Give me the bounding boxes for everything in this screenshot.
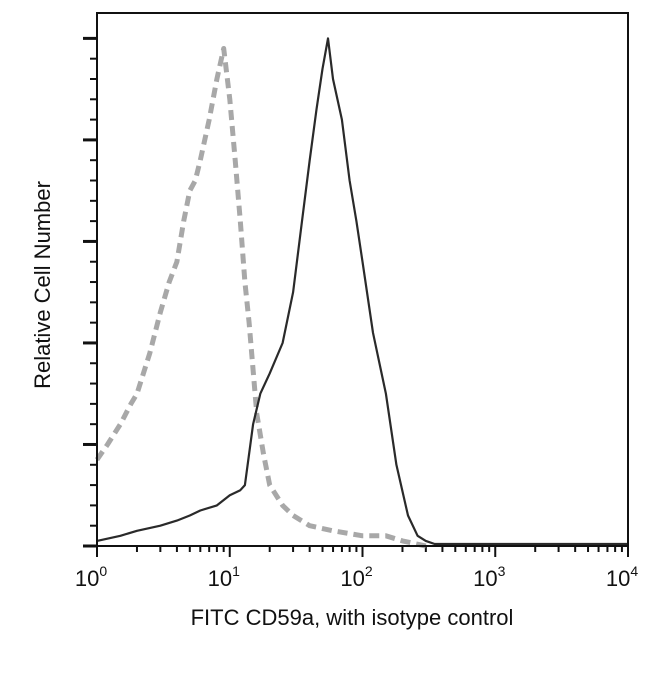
x-tick-label: 101 — [208, 563, 240, 591]
x-tick-label: 100 — [75, 563, 107, 591]
x-tick-label: 103 — [473, 563, 505, 591]
x-tick-label: 102 — [340, 563, 372, 591]
x-tick-labels: 100 101 102 103 104 — [75, 563, 638, 591]
isotype-control-series — [94, 46, 427, 549]
y-axis-label: Relative Cell Number — [30, 181, 55, 389]
series-group — [94, 37, 628, 549]
plot-frame — [96, 12, 629, 547]
x-axis-label: FITC CD59a, with isotype control — [191, 605, 514, 630]
x-tick-label: 104 — [606, 563, 638, 591]
cd59a-series — [96, 37, 628, 546]
